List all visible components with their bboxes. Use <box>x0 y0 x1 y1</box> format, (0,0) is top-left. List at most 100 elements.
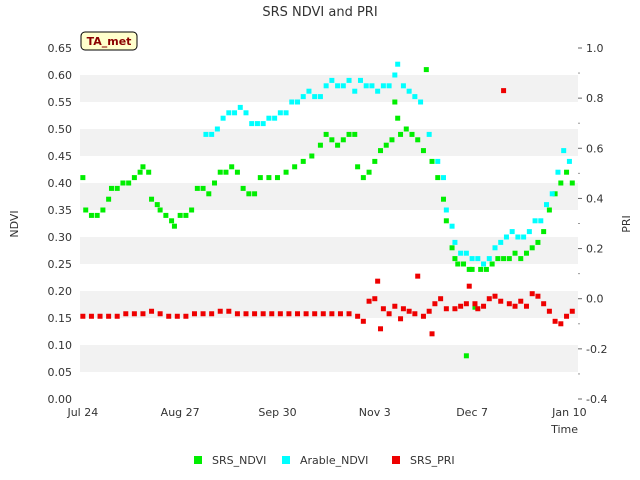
y2-tick-label: 0.6 <box>586 142 604 155</box>
data-point <box>240 185 246 191</box>
data-point <box>412 311 418 317</box>
data-point <box>163 212 169 218</box>
data-point <box>395 115 401 121</box>
data-point <box>506 256 512 262</box>
grid-band <box>80 345 578 372</box>
y-tick-label: 0.10 <box>48 339 73 352</box>
data-point <box>266 115 272 121</box>
data-point <box>564 313 570 319</box>
data-point <box>389 137 395 143</box>
data-point <box>406 308 412 314</box>
data-point <box>423 67 429 73</box>
data-point <box>498 298 504 304</box>
data-point <box>535 239 541 245</box>
data-point <box>506 301 512 307</box>
data-point <box>146 169 152 175</box>
data-point <box>360 318 366 324</box>
data-point <box>538 218 544 224</box>
data-point <box>286 311 292 317</box>
data-point <box>83 207 89 213</box>
data-point <box>317 94 323 100</box>
data-point <box>200 311 206 317</box>
data-point <box>386 311 392 317</box>
data-point <box>400 83 406 89</box>
data-point <box>492 293 498 299</box>
data-point <box>486 296 492 302</box>
y-tick-label: 0.15 <box>48 312 73 325</box>
data-point <box>432 301 438 307</box>
data-point <box>277 311 283 317</box>
data-point <box>438 296 444 302</box>
data-point <box>335 142 341 148</box>
data-point <box>541 301 547 307</box>
y-tick-label: 0.40 <box>48 177 73 190</box>
data-point <box>200 185 206 191</box>
y-tick-label: 0.00 <box>48 393 73 406</box>
data-point <box>486 256 492 262</box>
data-point <box>252 191 258 197</box>
data-point <box>212 180 218 186</box>
data-point <box>435 158 441 164</box>
data-point <box>466 266 472 272</box>
data-point <box>463 250 469 256</box>
x-tick-label: Dec 7 <box>456 406 488 419</box>
data-point <box>254 121 260 127</box>
data-point <box>226 308 232 314</box>
data-point <box>512 303 518 309</box>
data-point <box>174 313 180 319</box>
data-point <box>406 88 412 94</box>
data-point <box>257 175 263 181</box>
data-point <box>234 311 240 317</box>
data-point <box>463 353 469 359</box>
data-point <box>443 306 449 312</box>
data-point <box>564 169 570 175</box>
data-point <box>191 311 197 317</box>
x-tick-label: Aug 27 <box>161 406 200 419</box>
data-point <box>440 196 446 202</box>
data-point <box>214 126 220 132</box>
legend-label: SRS_NDVI <box>212 454 266 467</box>
data-point <box>498 239 504 245</box>
x-axis-title: Time <box>550 423 578 436</box>
data-point <box>443 218 449 224</box>
data-point <box>372 296 378 302</box>
data-point <box>561 148 567 154</box>
data-point <box>526 229 532 235</box>
y-axis-title: NDVI <box>8 210 21 237</box>
legend-label: SRS_PRI <box>410 454 455 467</box>
y2-tick-label: 0.2 <box>586 243 604 256</box>
data-point <box>243 311 249 317</box>
data-point <box>300 94 306 100</box>
y-tick-label: 0.20 <box>48 285 73 298</box>
data-point <box>355 164 361 170</box>
data-point <box>558 180 564 186</box>
data-point <box>232 110 238 116</box>
data-point <box>292 164 298 170</box>
data-point <box>458 303 464 309</box>
data-point <box>475 306 481 312</box>
data-point <box>88 313 94 319</box>
data-point <box>329 311 335 317</box>
data-point <box>415 137 421 143</box>
data-point <box>157 207 163 213</box>
data-point <box>106 313 112 319</box>
data-point <box>469 256 475 262</box>
data-point <box>126 180 132 186</box>
legend-swatch <box>194 456 202 464</box>
data-point <box>206 191 212 197</box>
data-point <box>154 202 160 208</box>
series-srs-pri <box>80 88 575 337</box>
data-point <box>521 234 527 240</box>
data-point <box>378 148 384 154</box>
data-point <box>323 83 329 89</box>
y-tick-label: 0.45 <box>48 150 73 163</box>
data-point <box>501 88 507 94</box>
data-point <box>352 131 358 137</box>
data-point <box>295 311 301 317</box>
data-point <box>277 110 283 116</box>
data-point <box>249 121 255 127</box>
data-point <box>149 308 155 314</box>
data-point <box>80 313 86 319</box>
data-point <box>569 180 575 186</box>
data-point <box>398 316 404 322</box>
